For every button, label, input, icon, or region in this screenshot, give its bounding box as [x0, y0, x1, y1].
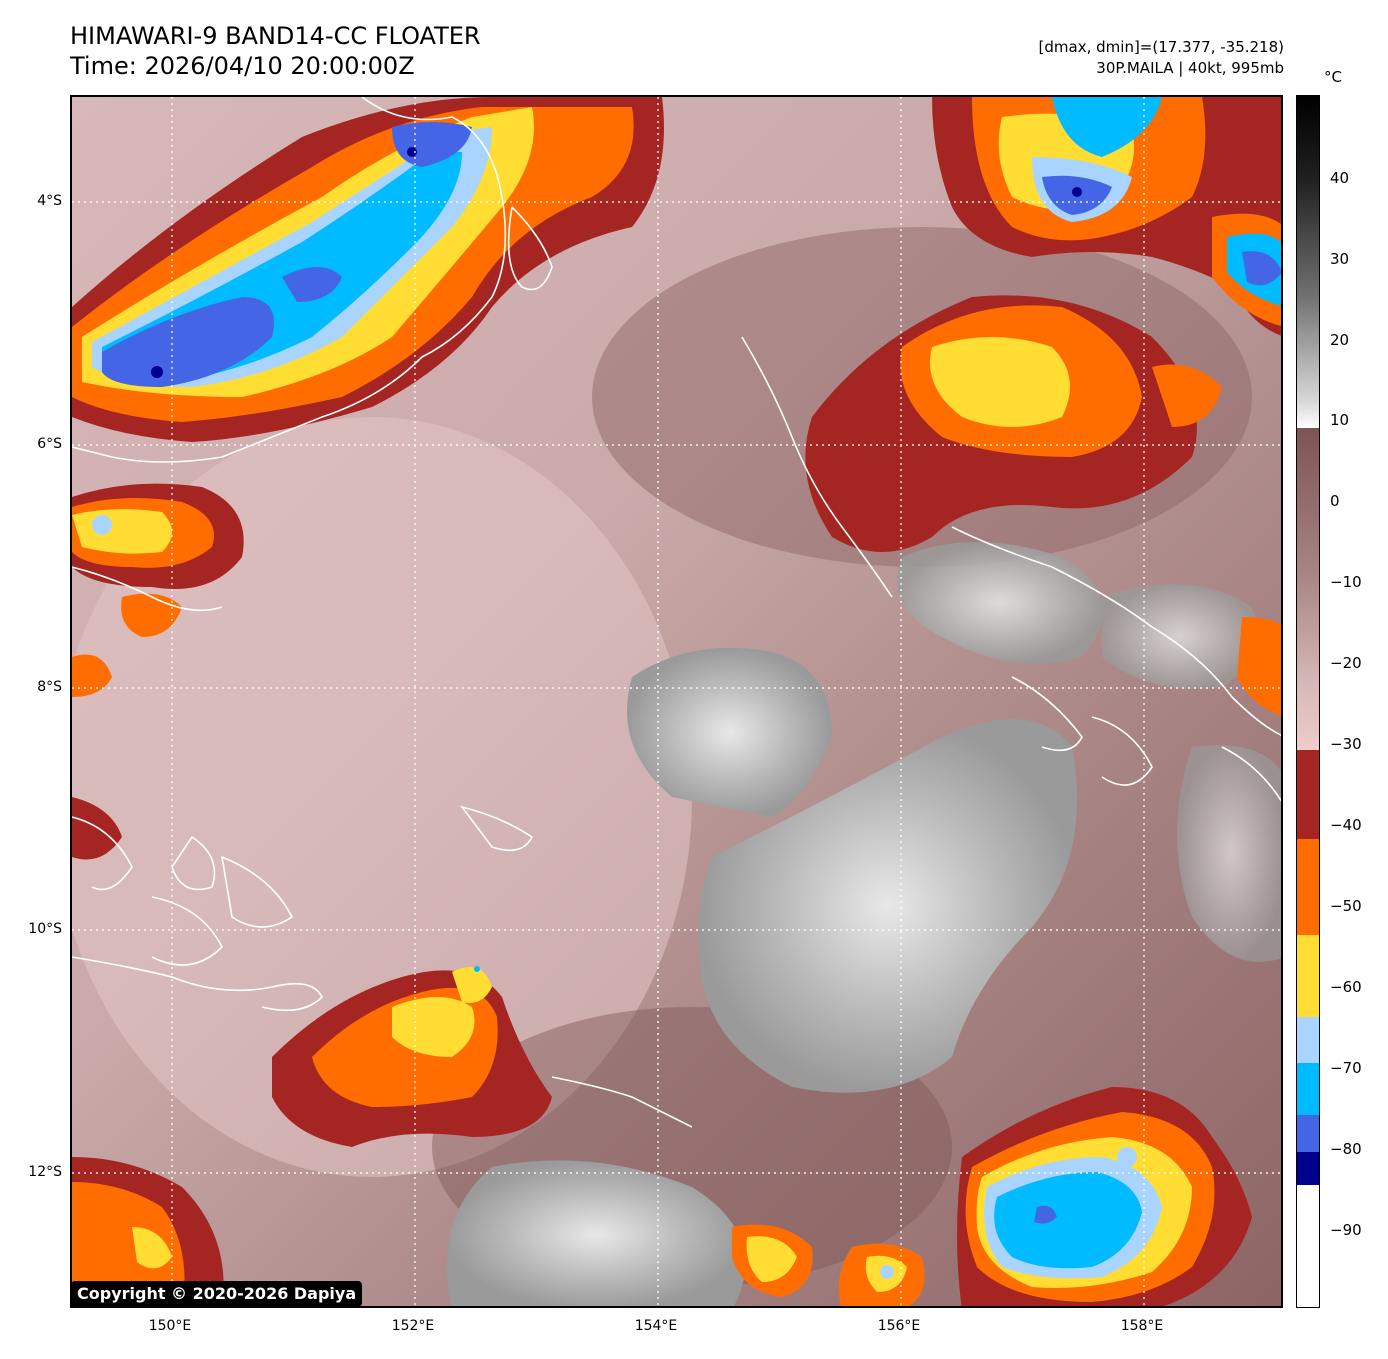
convective-cluster-sw [72, 1157, 224, 1306]
lat-label-6s: 6°S [37, 436, 62, 452]
convective-band-north [72, 97, 664, 442]
colorbar-navy-segment [1297, 1152, 1319, 1185]
coastlines [72, 97, 1281, 1128]
colorbar [1296, 95, 1320, 1308]
copyright-badge: Copyright © 2020-2026 Dapiya [71, 1281, 363, 1307]
colorbar-mauve-segment [1297, 428, 1319, 750]
storm-info-text: 30P.MAILA | 40kt, 995mb [1096, 59, 1284, 77]
convective-cluster-ne [932, 97, 1281, 336]
convective-cluster-south [272, 966, 552, 1147]
convective-cluster-west [72, 483, 244, 860]
colorbar-tick-minus90: −90 [1330, 1221, 1362, 1239]
warm-region [72, 417, 692, 1177]
colorbar-tick-minus50: −50 [1330, 897, 1362, 915]
lat-label-4s: 4°S [37, 193, 62, 209]
colorbar-tick-minus60: −60 [1330, 978, 1362, 996]
lat-label-12s: 12°S [28, 1164, 62, 1180]
gray-cloud-areas [447, 542, 1281, 1306]
graticule [72, 97, 1281, 1306]
satellite-imagery [72, 97, 1281, 1306]
lon-label-154e: 154°E [634, 1318, 678, 1334]
chart-time: Time: 2026/04/10 20:00:00Z [70, 52, 415, 80]
lat-label-10s: 10°S [28, 921, 62, 937]
lat-label-8s: 8°S [37, 679, 62, 695]
colorbar-tick-10: 10 [1330, 411, 1350, 429]
colorbar-darkred-segment [1297, 750, 1319, 839]
colorbar-gray-segment [1297, 96, 1319, 428]
convective-cluster-se [732, 617, 1281, 1306]
lon-label-158e: 158°E [1120, 1318, 1164, 1334]
colorbar-tick-minus40: −40 [1330, 816, 1362, 834]
lon-label-152e: 152°E [391, 1318, 435, 1334]
colorbar-tick-minus70: −70 [1330, 1059, 1362, 1077]
colorbar-blue-segment [1297, 1115, 1319, 1152]
lon-label-156e: 156°E [877, 1318, 921, 1334]
dminmax-text: [dmax, dmin]=(17.377, -35.218) [1038, 38, 1284, 56]
colorbar-tick-40: 40 [1330, 169, 1350, 187]
satellite-map [70, 95, 1283, 1308]
lon-label-150e: 150°E [148, 1318, 192, 1334]
colorbar-lightblue-segment [1297, 1017, 1319, 1063]
colorbar-tick-minus20: −20 [1330, 654, 1362, 672]
colorbar-tick-0: 0 [1330, 492, 1340, 510]
colorbar-tick-minus10: −10 [1330, 573, 1362, 591]
colorbar-orange-segment [1297, 839, 1319, 935]
colorbar-tick-minus80: −80 [1330, 1140, 1362, 1158]
convective-cluster-east [805, 295, 1222, 552]
colorbar-tick-minus30: −30 [1330, 735, 1362, 753]
colorbar-tick-30: 30 [1330, 250, 1350, 268]
colorbar-tick-20: 20 [1330, 331, 1350, 349]
colorbar-cyan-segment [1297, 1063, 1319, 1115]
colorbar-unit: °C [1324, 68, 1342, 86]
colorbar-white-segment [1297, 1185, 1319, 1307]
colorbar-yellow-segment [1297, 935, 1319, 1017]
chart-title: HIMAWARI-9 BAND14-CC FLOATER [70, 22, 481, 50]
